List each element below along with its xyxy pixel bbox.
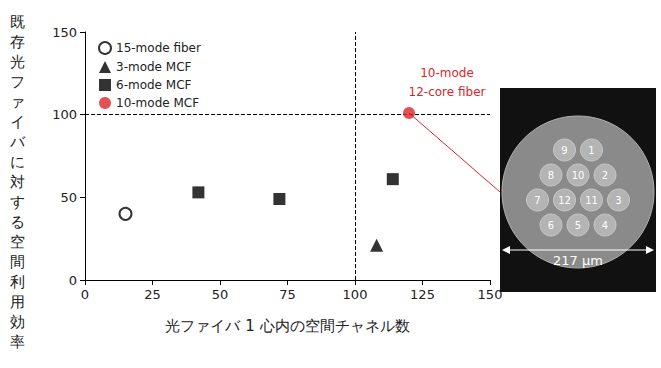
svg-text:る: る — [10, 213, 25, 231]
svg-text:7: 7 — [534, 195, 540, 206]
svg-text:率: 率 — [10, 333, 25, 351]
svg-text:効: 効 — [10, 313, 25, 331]
svg-text:10-mode: 10-mode — [420, 66, 474, 80]
svg-text:100: 100 — [343, 287, 368, 302]
svg-text:既: 既 — [10, 13, 25, 31]
svg-text:217 μm: 217 μm — [553, 253, 603, 268]
svg-text:5: 5 — [575, 220, 581, 231]
svg-text:1: 1 — [588, 145, 594, 156]
svg-text:ァ: ァ — [10, 93, 25, 111]
svg-text:10: 10 — [572, 170, 585, 181]
svg-text:9: 9 — [561, 145, 567, 156]
svg-text:150: 150 — [478, 287, 503, 302]
svg-text:対: 対 — [10, 173, 25, 191]
svg-text:2: 2 — [602, 170, 608, 181]
svg-text:10-mode MCF: 10-mode MCF — [116, 96, 199, 110]
svg-text:3-mode MCF: 3-mode MCF — [116, 60, 192, 74]
svg-text:100: 100 — [52, 107, 77, 122]
svg-text:25: 25 — [144, 287, 161, 302]
svg-text:50: 50 — [212, 287, 229, 302]
svg-text:4: 4 — [602, 220, 608, 231]
svg-text:50: 50 — [60, 190, 77, 205]
svg-text:0: 0 — [69, 273, 77, 288]
svg-text:バ: バ — [9, 133, 26, 151]
svg-text:75: 75 — [279, 287, 296, 302]
svg-text:空: 空 — [10, 233, 25, 251]
svg-text:に: に — [10, 153, 25, 171]
svg-text:8: 8 — [548, 170, 554, 181]
svg-text:す: す — [10, 193, 25, 211]
svg-text:利: 利 — [10, 273, 25, 291]
svg-text:イ: イ — [10, 113, 25, 131]
svg-text:光ファイバ 1 心内の空間チャネル数: 光ファイバ 1 心内の空間チャネル数 — [165, 317, 409, 335]
svg-text:6-mode MCF: 6-mode MCF — [116, 78, 192, 92]
svg-text:0: 0 — [81, 287, 89, 302]
svg-text:15-mode fiber: 15-mode fiber — [116, 41, 201, 55]
svg-text:フ: フ — [10, 73, 25, 91]
svg-text:3: 3 — [615, 195, 621, 206]
svg-text:用: 用 — [10, 293, 25, 311]
svg-text:6: 6 — [548, 220, 554, 231]
svg-text:11: 11 — [585, 195, 598, 206]
svg-text:12: 12 — [558, 195, 571, 206]
svg-text:125: 125 — [410, 287, 435, 302]
svg-text:間: 間 — [10, 253, 25, 271]
svg-text:150: 150 — [52, 25, 77, 40]
svg-text:光: 光 — [10, 53, 25, 71]
svg-text:存: 存 — [10, 33, 25, 51]
svg-text:12-core fiber: 12-core fiber — [409, 85, 486, 99]
